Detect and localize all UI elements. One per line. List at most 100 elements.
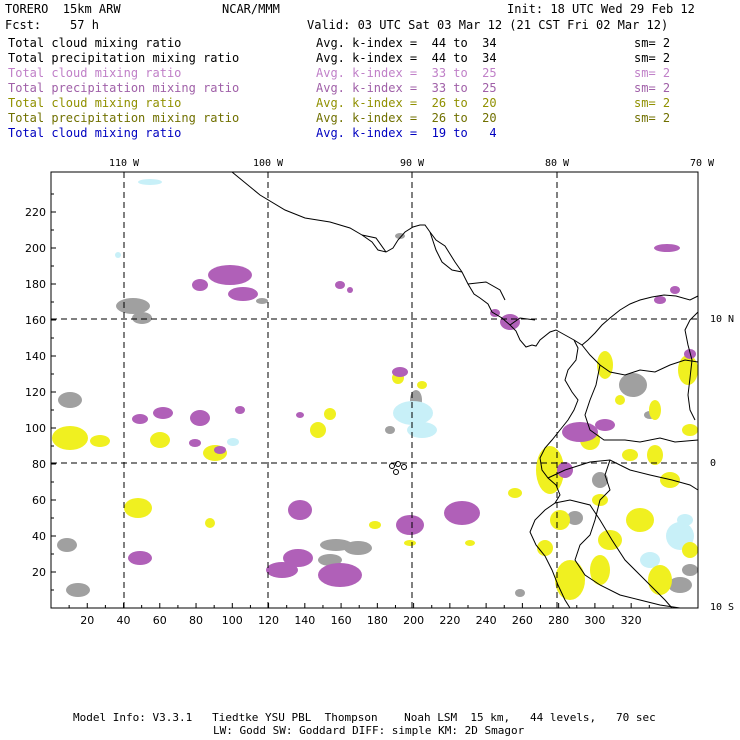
yellow-cloud-area <box>52 426 88 450</box>
gray-cloud-area <box>592 472 608 488</box>
gray-cloud-area <box>682 564 698 576</box>
yellow-cloud-area <box>537 540 553 556</box>
yellow-cloud-area <box>590 555 610 585</box>
coastline <box>529 339 579 609</box>
y-tick-label: 60 <box>32 494 46 507</box>
yellow-cloud-area <box>678 355 698 385</box>
x-tick-label: 120 <box>258 614 279 627</box>
latitude-label: 10 S <box>710 602 734 613</box>
purple-cloud-area <box>500 314 520 330</box>
gray-cloud-area <box>515 589 525 597</box>
legend-field-name: Total cloud mixing ratio <box>8 96 182 110</box>
yellow-cloud-area <box>369 521 381 529</box>
lightblue-cloud-area <box>393 401 433 425</box>
country-border <box>509 317 536 326</box>
purple-cloud-area <box>283 549 313 567</box>
init-time: Init: 18 UTC Wed 29 Feb 12 <box>507 2 695 16</box>
x-tick-label: 60 <box>153 614 167 627</box>
physics-info: LW: Godd SW: Goddard DIFF: simple KM: 2D… <box>213 724 525 737</box>
model-title: TORERO 15km ARW <box>5 2 121 16</box>
valid-time: Valid: 03 UTC Sat 03 Mar 12 (21 CST Fri … <box>307 18 669 32</box>
y-tick-label: 140 <box>25 350 46 363</box>
country-border <box>581 344 699 376</box>
longitude-label: 100 W <box>253 158 284 169</box>
purple-cloud-area <box>189 439 201 447</box>
x-tick-label: 160 <box>331 614 352 627</box>
longitude-label: 80 W <box>545 158 570 169</box>
purple-cloud-area <box>208 265 252 285</box>
island-outline <box>401 464 407 470</box>
legend-smoothing: sm= 2 <box>634 96 671 110</box>
x-tick-label: 100 <box>222 614 243 627</box>
country-border <box>547 459 699 491</box>
yellow-cloud-area <box>649 400 661 420</box>
purple-cloud-area <box>192 279 208 291</box>
gray-cloud-area <box>256 298 268 304</box>
latitude-label: 0 <box>710 458 716 469</box>
purple-cloud-area <box>396 515 424 535</box>
legend-k-index: Avg. k-index = 33 to 25 <box>316 81 497 95</box>
legend-k-index: Avg. k-index = 26 to 20 <box>316 111 497 125</box>
y-tick-label: 120 <box>25 386 46 399</box>
yellow-cloud-area <box>150 432 170 448</box>
gray-cloud-area <box>385 426 395 434</box>
legend-k-index: Avg. k-index = 44 to 34 <box>316 36 497 50</box>
country-border <box>554 499 673 609</box>
longitude-label: 70 W <box>690 158 715 169</box>
x-tick-label: 180 <box>367 614 388 627</box>
country-border <box>429 231 463 273</box>
x-tick-label: 240 <box>476 614 497 627</box>
yellow-cloud-area <box>324 408 336 420</box>
purple-cloud-area <box>335 281 345 289</box>
gray-cloud-area <box>66 583 90 597</box>
model-info: Model Info: V3.3.1 Tiedtke YSU PBL Thomp… <box>73 711 656 724</box>
yellow-cloud-area <box>626 508 654 532</box>
purple-cloud-area <box>444 501 480 525</box>
gray-cloud-area <box>318 554 342 566</box>
yellow-cloud-area <box>682 424 698 436</box>
gray-cloud-area <box>57 538 77 552</box>
y-tick-label: 200 <box>25 242 46 255</box>
x-tick-label: 80 <box>189 614 203 627</box>
lightblue-cloud-area <box>677 514 693 526</box>
lightblue-cloud-area <box>227 438 239 446</box>
y-tick-label: 160 <box>25 314 46 327</box>
country-border <box>584 364 699 443</box>
island-outline <box>389 463 395 469</box>
lightblue-cloud-area <box>138 179 162 185</box>
island-outline <box>395 461 401 467</box>
lightblue-cloud-area <box>640 552 660 568</box>
purple-cloud-area <box>595 419 615 431</box>
gray-cloud-area <box>132 312 152 324</box>
yellow-cloud-area <box>205 518 215 528</box>
x-tick-label: 40 <box>117 614 131 627</box>
longitude-label: 90 W <box>400 158 425 169</box>
purple-cloud-area <box>228 287 258 301</box>
gray-cloud-area <box>344 541 372 555</box>
purple-cloud-area <box>128 551 152 565</box>
purple-cloud-area <box>190 410 210 426</box>
country-border <box>467 281 506 301</box>
yellow-cloud-area <box>615 395 625 405</box>
coastline <box>684 311 699 421</box>
gray-cloud-area <box>619 373 647 397</box>
island-outline <box>393 469 399 475</box>
yellow-cloud-area <box>682 542 698 558</box>
purple-cloud-area <box>318 563 362 587</box>
purple-cloud-area <box>235 406 245 414</box>
yellow-cloud-area <box>597 351 613 379</box>
purple-cloud-area <box>266 562 298 578</box>
coastline <box>231 171 699 348</box>
country-border <box>574 459 681 609</box>
yellow-cloud-area <box>310 422 326 438</box>
x-tick-label: 20 <box>80 614 94 627</box>
x-tick-label: 220 <box>439 614 460 627</box>
legend-field-name: Total precipitation mixing ratio <box>8 51 240 65</box>
yellow-cloud-area <box>90 435 110 447</box>
purple-cloud-area <box>153 407 173 419</box>
purple-cloud-area <box>347 287 353 293</box>
purple-cloud-area <box>288 500 312 520</box>
legend-smoothing: sm= 2 <box>634 36 671 50</box>
gray-cloud-area <box>668 577 692 593</box>
yellow-cloud-area <box>647 445 663 465</box>
